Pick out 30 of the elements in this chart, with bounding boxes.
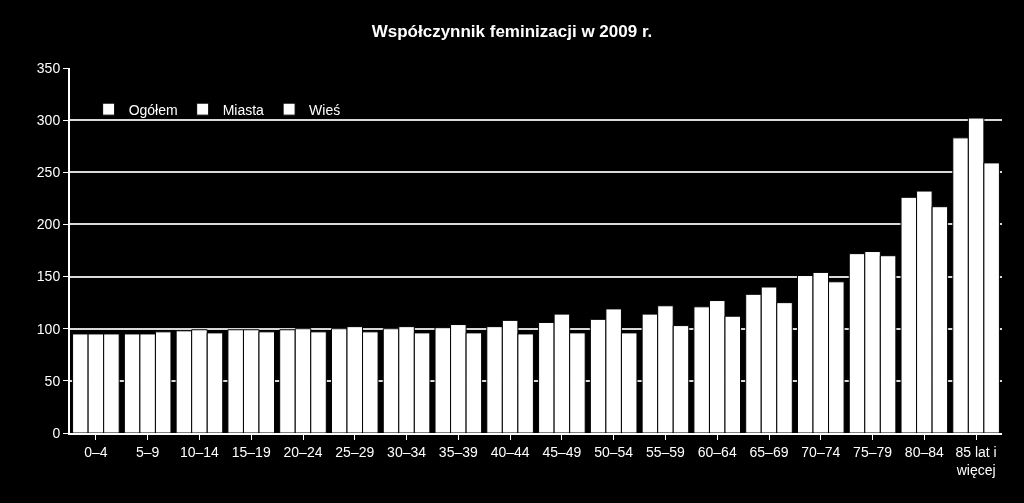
x-tick-label: 70–74 <box>801 443 841 460</box>
x-tick-label: 55–59 <box>645 443 686 460</box>
y-tick-label: 200 <box>36 216 61 233</box>
x-tick-label: 15–19 <box>231 443 271 460</box>
y-tick-label: 300 <box>36 112 61 129</box>
x-tick-label: 75–79 <box>853 443 893 460</box>
y-tick-label: 250 <box>36 164 61 181</box>
x-tick-label: 30–34 <box>387 443 427 460</box>
x-tick-label: 5–9 <box>135 443 160 460</box>
y-tick-label: 150 <box>36 268 61 285</box>
x-tick-label: 35–39 <box>438 443 479 460</box>
legend-label: Wieś <box>309 101 341 118</box>
y-tick-label: 100 <box>36 320 61 337</box>
x-tick-label: 60–64 <box>697 443 737 460</box>
legend-label: Miasta <box>222 101 265 118</box>
x-tick-label: 65–69 <box>749 443 789 460</box>
x-tick-label: 80–84 <box>904 443 945 460</box>
x-tick-label: 20–24 <box>283 443 323 460</box>
chart-title: Współczynnik feminizacji w 2009 r. <box>371 22 653 42</box>
x-tick-label: 25–29 <box>335 443 375 460</box>
y-tick-label: 0 <box>52 424 61 441</box>
x-tick-label: 85 lat i więcej <box>955 443 997 478</box>
y-tick-label: 350 <box>36 59 61 76</box>
y-tick-label: 50 <box>44 372 61 389</box>
x-tick-label: 50–54 <box>594 443 634 460</box>
x-tick-label: 40–44 <box>490 443 530 460</box>
x-tick-label: 10–14 <box>179 443 220 460</box>
legend-label: Ogółem <box>128 101 178 118</box>
x-tick-label: 0–4 <box>84 443 108 460</box>
x-tick-label: 45–49 <box>542 443 582 460</box>
